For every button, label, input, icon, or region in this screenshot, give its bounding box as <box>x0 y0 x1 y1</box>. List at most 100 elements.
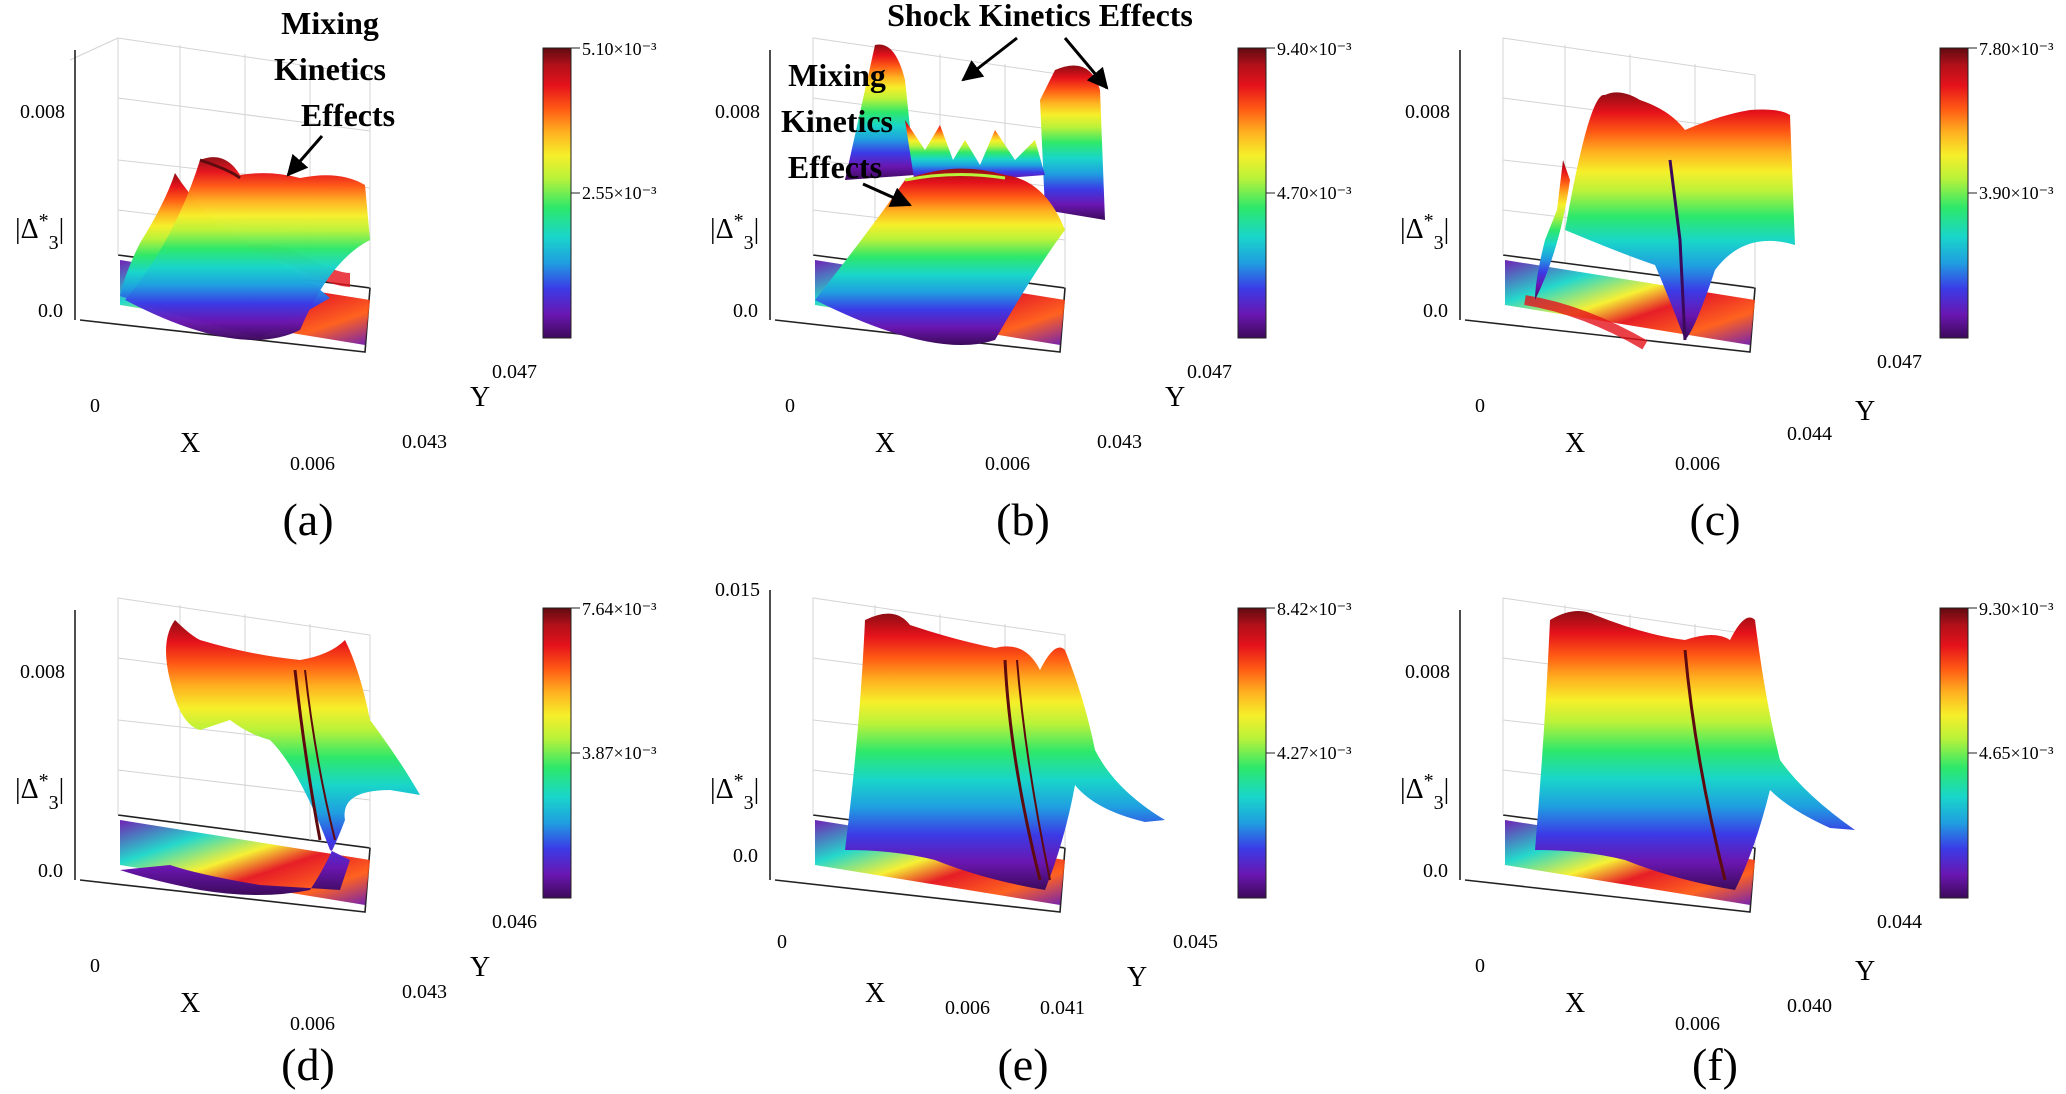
zlabel: |Δ*3| <box>15 210 64 254</box>
caption: (e) <box>997 1039 1048 1090</box>
ztick-low: 0.0 <box>733 845 758 867</box>
annotation-line-1: Mixing <box>788 57 886 93</box>
caption: (d) <box>281 1039 335 1090</box>
xtick-low: 0 <box>777 931 787 953</box>
surface <box>815 613 1165 905</box>
ztick-high: 0.008 <box>20 101 65 123</box>
caption: (b) <box>996 494 1050 545</box>
annotation-line-3: Effects <box>788 149 882 185</box>
panel-d: 0.008 0.0 |Δ*3| 0 0.006 X 0.046 0.043 Y … <box>15 597 657 1090</box>
ztick-low: 0.0 <box>38 860 63 882</box>
annotation-line-2: Kinetics <box>781 103 893 139</box>
ytick-high: 0.047 <box>492 361 537 383</box>
colorbar: 9.30×10⁻³ 4.65×10⁻³ <box>1939 599 2054 899</box>
surface <box>120 157 370 345</box>
annotation-line-3: Effects <box>301 97 395 133</box>
xtick-high: 0.006 <box>290 1013 335 1035</box>
colorbar-max: 8.42×10⁻³ <box>1277 599 1352 619</box>
panel-b: 0.008 0.0 |Δ*3| 0 0.006 X 0.047 0.043 Y … <box>710 0 1352 545</box>
colorbar-mid: 4.70×10⁻³ <box>1277 183 1352 203</box>
zlabel: |Δ*3| <box>1400 210 1449 254</box>
colorbar-max: 7.64×10⁻³ <box>582 599 657 619</box>
ylabel: Y <box>470 952 490 983</box>
xtick-high: 0.006 <box>1675 453 1720 475</box>
colorbar: 7.80×10⁻³ 3.90×10⁻³ <box>1939 39 2054 339</box>
ztick-high: 0.008 <box>20 661 65 683</box>
panel-f: 0.008 0.0 |Δ*3| 0 0.006 X 0.044 0.040 Y … <box>1400 597 2054 1090</box>
ztick-low: 0.0 <box>733 300 758 322</box>
xlabel: X <box>180 428 200 459</box>
surface <box>1505 92 1795 350</box>
xtick-high: 0.006 <box>945 997 990 1019</box>
xlabel: X <box>865 978 885 1009</box>
xtick-low: 0 <box>1475 395 1485 417</box>
ztick-low: 0.0 <box>38 300 63 322</box>
colorbar: 5.10×10⁻³ 2.55×10⁻³ <box>542 39 657 339</box>
zlabel: |Δ*3| <box>710 210 759 254</box>
colorbar-mid: 3.90×10⁻³ <box>1979 183 2054 203</box>
annotation-shock-text: Shock Kinetics Effects <box>887 0 1193 33</box>
annotation-line-2: Kinetics <box>274 51 386 87</box>
surface <box>815 44 1105 345</box>
colorbar-max: 5.10×10⁻³ <box>582 39 657 59</box>
xlabel: X <box>180 988 200 1019</box>
ylabel: Y <box>1165 382 1185 413</box>
colorbar-mid: 4.65×10⁻³ <box>1979 743 2054 763</box>
caption: (c) <box>1689 494 1740 545</box>
annotation-line-1: Mixing <box>281 5 379 41</box>
ylabel: Y <box>1855 396 1875 427</box>
colorbar-mid: 4.27×10⁻³ <box>1277 743 1352 763</box>
ztick-high: 0.008 <box>1405 101 1450 123</box>
colorbar-max: 9.30×10⁻³ <box>1979 599 2054 619</box>
caption: (a) <box>282 494 333 545</box>
colorbar: 9.40×10⁻³ 4.70×10⁻³ <box>1237 39 1352 339</box>
ytick-high: 0.044 <box>1877 911 1922 933</box>
ytick-high: 0.047 <box>1187 361 1232 383</box>
zlabel: |Δ*3| <box>1400 770 1449 814</box>
colorbar-max: 7.80×10⁻³ <box>1979 39 2054 59</box>
ylabel: Y <box>1127 962 1147 993</box>
panel-c: 0.008 0.0 |Δ*3| 0 0.006 X 0.047 0.044 Y … <box>1400 37 2054 545</box>
xtick-low: 0 <box>1475 955 1485 977</box>
ylabel: Y <box>470 382 490 413</box>
ztick-high: 0.008 <box>1405 661 1450 683</box>
ztick-low: 0.0 <box>1423 860 1448 882</box>
ytick-low: 0.041 <box>1040 997 1085 1019</box>
colorbar: 7.64×10⁻³ 3.87×10⁻³ <box>542 599 657 899</box>
annotation-mixing: Mixing Kinetics Effects <box>781 57 912 207</box>
surface <box>1505 611 1855 905</box>
annotation-mixing: Mixing Kinetics Effects <box>274 5 395 177</box>
xlabel: X <box>1565 428 1585 459</box>
ztick-low: 0.0 <box>1423 300 1448 322</box>
zlabel: |Δ*3| <box>15 770 64 814</box>
xtick-low: 0 <box>90 955 100 977</box>
ytick-low: 0.043 <box>402 431 447 453</box>
xtick-low: 0 <box>90 395 100 417</box>
surface <box>120 620 420 905</box>
caption: (f) <box>1692 1039 1738 1090</box>
ytick-low: 0.040 <box>1787 995 1832 1017</box>
xtick-high: 0.006 <box>290 453 335 475</box>
ylabel: Y <box>1855 956 1875 987</box>
colorbar-mid: 3.87×10⁻³ <box>582 743 657 763</box>
xlabel: X <box>875 428 895 459</box>
ztick-high: 0.008 <box>715 101 760 123</box>
ytick-low: 0.043 <box>1097 431 1142 453</box>
ytick-high: 0.046 <box>492 911 537 933</box>
panel-e: 0.015 0.0 |Δ*3| 0 0.006 X 0.045 0.041 Y … <box>710 579 1352 1090</box>
colorbar-max: 9.40×10⁻³ <box>1277 39 1352 59</box>
annotation-shock: Shock Kinetics Effects <box>887 0 1193 90</box>
ztick-high: 0.015 <box>715 579 760 601</box>
xtick-low: 0 <box>785 395 795 417</box>
xtick-high: 0.006 <box>1675 1013 1720 1035</box>
ytick-high: 0.047 <box>1877 351 1922 373</box>
ytick-low: 0.043 <box>402 981 447 1003</box>
panel-a: 0.008 0.0 |Δ*3| 0 0.006 X 0.047 0.043 Y … <box>15 5 657 545</box>
colorbar-mid: 2.55×10⁻³ <box>582 183 657 203</box>
zlabel: |Δ*3| <box>710 770 759 814</box>
ytick-high: 0.045 <box>1173 931 1218 953</box>
xtick-high: 0.006 <box>985 453 1030 475</box>
xlabel: X <box>1565 988 1585 1019</box>
colorbar: 8.42×10⁻³ 4.27×10⁻³ <box>1237 599 1352 899</box>
ytick-low: 0.044 <box>1787 423 1832 445</box>
